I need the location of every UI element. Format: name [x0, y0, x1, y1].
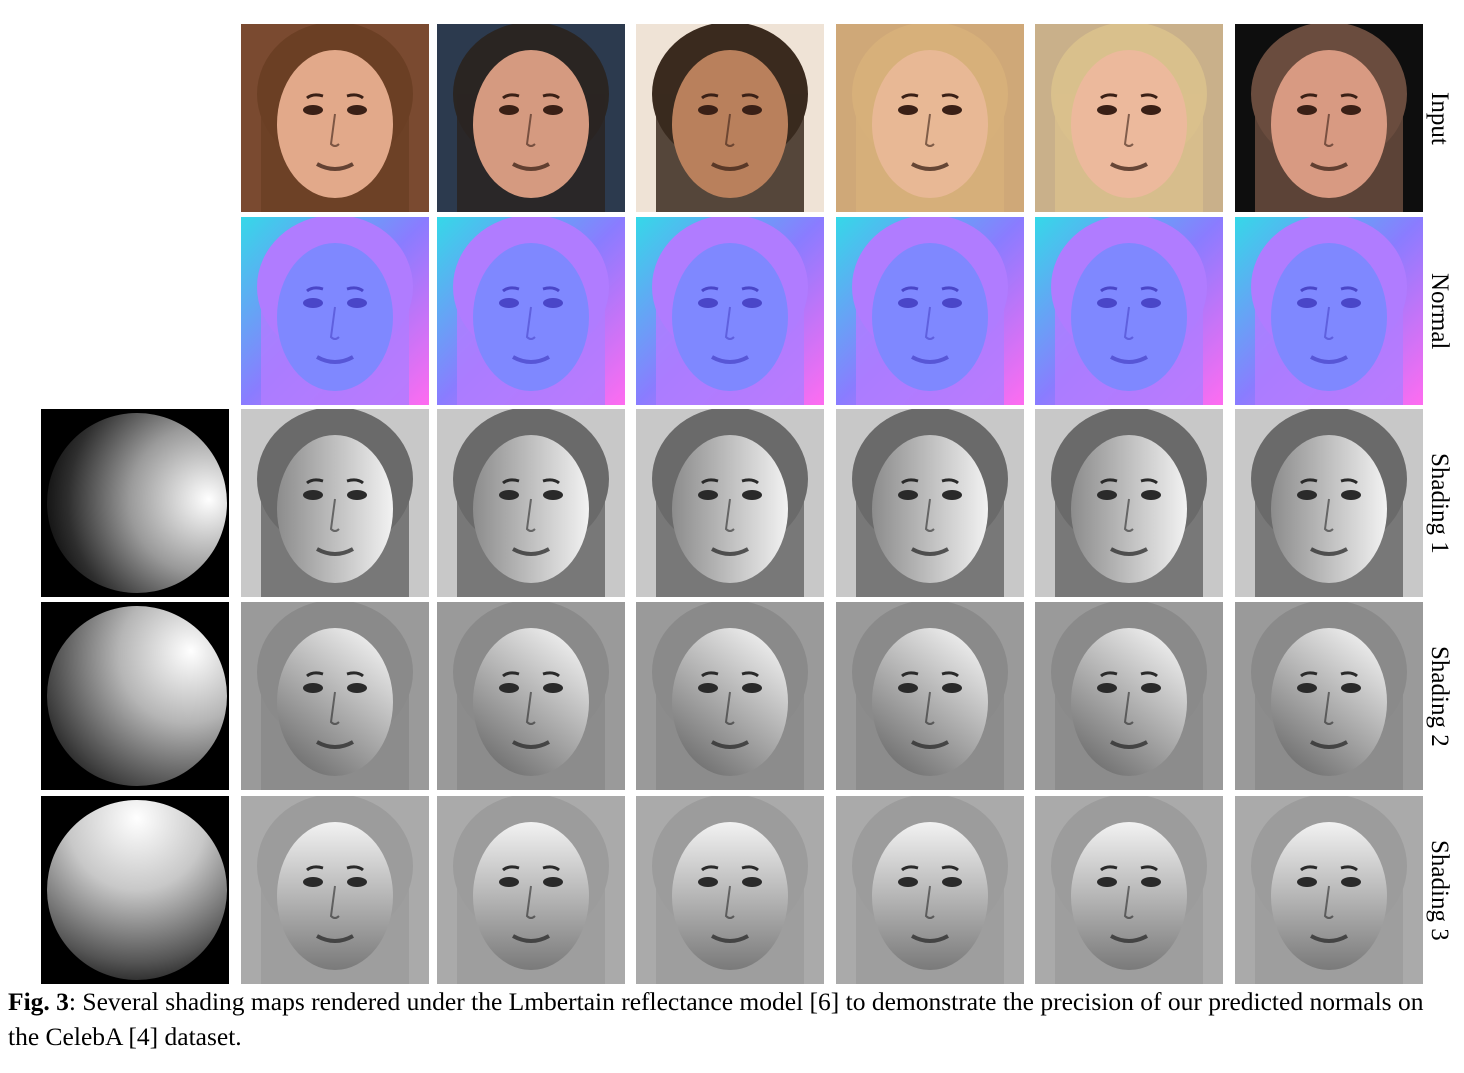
shading-2-image-2: [437, 602, 625, 790]
input-image-2: [437, 24, 625, 212]
shading-3-image-4: [836, 796, 1024, 984]
shading-2-image-4: [836, 602, 1024, 790]
normal-image-1: [241, 217, 429, 405]
shading-3-image-5: [1035, 796, 1223, 984]
row-label-normal: Normal: [1424, 217, 1454, 405]
shading-1-image-2: [437, 409, 625, 597]
shading-3-image-2: [437, 796, 625, 984]
row-label-shading-1: Shading 1: [1424, 409, 1454, 597]
shading-3-image-3: [636, 796, 824, 984]
shading-2-image-5: [1035, 602, 1223, 790]
shading-3-image-6: [1235, 796, 1423, 984]
row-label-shading-2-text: Shading 2: [1426, 645, 1453, 747]
row-label-normal-text: Normal: [1426, 272, 1453, 350]
input-image-1: [241, 24, 429, 212]
shading-1-image-6: [1235, 409, 1423, 597]
row-label-input-text: Input: [1426, 91, 1453, 145]
caption-text: : Several shading maps rendered under th…: [8, 987, 1424, 1051]
normal-image-3: [636, 217, 824, 405]
input-image-3: [636, 24, 824, 212]
normal-image-2: [437, 217, 625, 405]
normal-image-4: [836, 217, 1024, 405]
shading-2-image-3: [636, 602, 824, 790]
shading-2-image-1: [241, 602, 429, 790]
light-sphere-1: [41, 409, 229, 597]
row-label-shading-3-text: Shading 3: [1426, 839, 1453, 941]
shading-2-image-6: [1235, 602, 1423, 790]
row-label-shading-2: Shading 2: [1424, 602, 1454, 790]
shading-1-image-4: [836, 409, 1024, 597]
input-image-4: [836, 24, 1024, 212]
light-sphere-3: [41, 796, 229, 984]
figure-caption: Fig. 3: Several shading maps rendered un…: [8, 984, 1458, 1054]
row-label-input: Input: [1424, 24, 1454, 212]
figure-label: Fig. 3: [8, 987, 69, 1016]
light-sphere-2: [41, 602, 229, 790]
normal-image-6: [1235, 217, 1423, 405]
normal-image-5: [1035, 217, 1223, 405]
shading-1-image-1: [241, 409, 429, 597]
shading-3-image-1: [241, 796, 429, 984]
row-label-shading-1-text: Shading 1: [1426, 452, 1453, 554]
row-label-shading-3: Shading 3: [1424, 796, 1454, 984]
shading-1-image-3: [636, 409, 824, 597]
input-image-5: [1035, 24, 1223, 212]
shading-1-image-5: [1035, 409, 1223, 597]
input-image-6: [1235, 24, 1423, 212]
